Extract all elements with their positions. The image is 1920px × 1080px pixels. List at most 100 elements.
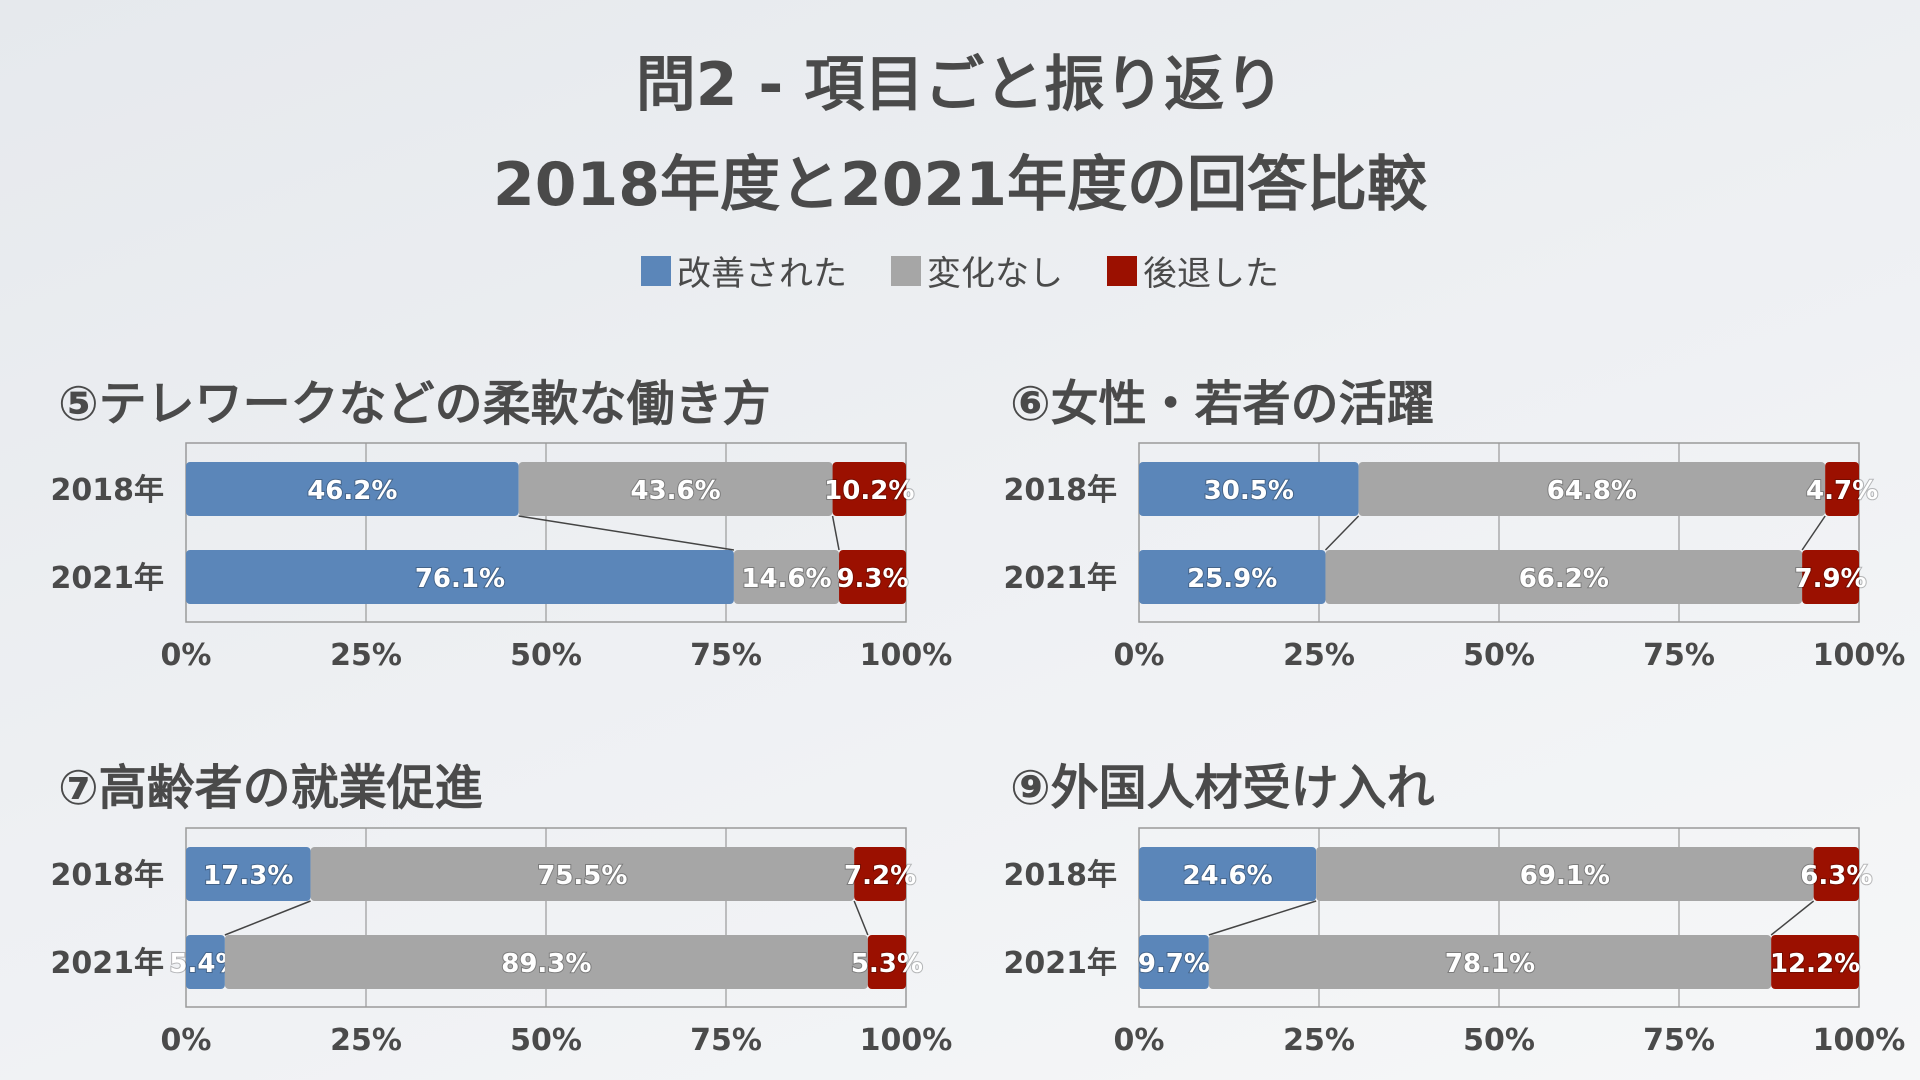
data-label-value: 64.8 (1547, 476, 1611, 506)
bar-segment (186, 462, 519, 516)
data-label: 12.2% (1770, 949, 1860, 979)
bar-segment (854, 847, 906, 901)
data-label-unit: % (1247, 861, 1273, 891)
legend-swatch (641, 255, 671, 286)
data-label-unit: % (371, 476, 397, 506)
data-label-unit: % (806, 564, 832, 594)
bar-segment (1825, 462, 1859, 516)
data-label-value: 89.3 (501, 949, 565, 979)
bar-segment (832, 462, 906, 516)
x-tick-label: 100% (1813, 1023, 1906, 1058)
data-label-unit: % (1509, 949, 1535, 979)
legend: 改善された 変化なし 後退した (0, 246, 1920, 295)
x-tick-label: 25% (1283, 1023, 1355, 1058)
data-label-unit: % (1611, 476, 1637, 506)
slide-subtitle: 2018年度と2021年度の回答比較 (493, 150, 1427, 220)
x-tick-label: 0% (1114, 1023, 1165, 1058)
bar-segment (1139, 550, 1326, 604)
data-label-value: 17.3 (203, 861, 267, 891)
x-tick-label: 100% (1813, 638, 1906, 673)
data-label-value: 4.7 (1806, 476, 1852, 506)
data-label-value: 14.6 (741, 564, 805, 594)
series-connector-line (831, 515, 840, 551)
data-label-unit: % (695, 476, 721, 506)
legend-label: 後退した (1143, 254, 1279, 294)
bar-segment (1139, 462, 1359, 516)
chart-1: 0% 25% 50% 75% 100%2018年 30.5% 64.8% 4.7%2021年 2… (1004, 442, 1906, 673)
data-label-value: 76.1 (415, 564, 479, 594)
x-tick-label: 0% (161, 638, 212, 673)
data-label: 76.1% (415, 564, 505, 594)
bar-segment (224, 935, 868, 989)
data-label-value: 10.2 (824, 476, 888, 506)
series-connector-line (853, 900, 869, 936)
data-label-unit: % (888, 476, 914, 506)
data-label: 9.7% (1138, 949, 1210, 979)
data-label: 64.8% (1547, 476, 1637, 506)
bar-segment (186, 935, 225, 989)
data-label-unit: % (1834, 949, 1860, 979)
bar-segment (186, 550, 734, 604)
series-connector-line (1801, 515, 1826, 551)
data-label-unit: % (1841, 564, 1867, 594)
data-label-unit: % (1251, 564, 1277, 594)
series-connector-line (518, 515, 735, 551)
data-label-unit: % (1852, 476, 1878, 506)
data-label-unit: % (890, 861, 916, 891)
bar-segment (186, 847, 311, 901)
x-tick-label: 75% (1643, 1023, 1715, 1058)
data-label-unit: % (1268, 476, 1294, 506)
data-label: 10.2% (824, 476, 914, 506)
x-tick-label: 75% (690, 638, 762, 673)
bar-segment (1139, 847, 1317, 901)
data-label-value: 12.2 (1770, 949, 1834, 979)
data-label-value: 5.3 (851, 949, 897, 979)
series-connector-line (1324, 515, 1360, 551)
slide-title: 問2 - 項目ごと振り返り (635, 50, 1285, 120)
chart-title-telework: ⑤テレワークなどの柔軟な働き方 (58, 376, 771, 432)
data-label: 25.9% (1187, 564, 1277, 594)
series-connector-line (224, 900, 311, 936)
data-label-value: 7.9 (1794, 564, 1840, 594)
data-label-unit: % (1584, 861, 1610, 891)
data-label: 14.6% (741, 564, 831, 594)
series-connector-line (1770, 900, 1815, 936)
chart-title-women-youth: ⑥女性・若者の活躍 (1010, 376, 1435, 432)
data-label-unit: % (883, 564, 909, 594)
data-label-unit: % (1846, 861, 1872, 891)
bar-segment (1771, 935, 1859, 989)
data-label: 89.3% (501, 949, 591, 979)
data-label-value: 78.1 (1445, 949, 1509, 979)
series-connector-line (1208, 900, 1317, 936)
data-label: 24.6% (1182, 861, 1272, 891)
data-label: 75.5% (537, 861, 627, 891)
legend-label: 改善された (677, 254, 847, 294)
x-tick-label: 25% (330, 1023, 402, 1058)
data-label: 46.2% (307, 476, 397, 506)
x-tick-label: 75% (1643, 638, 1715, 673)
legend-swatch (1107, 255, 1137, 286)
data-label-value: 7.2 (844, 861, 890, 891)
data-label: 6.3% (1800, 861, 1872, 891)
bar-segment (839, 550, 906, 604)
bar-segment (1139, 935, 1209, 989)
category-label: 2018年 (51, 858, 165, 893)
data-label-unit: % (601, 861, 627, 891)
data-label-unit: % (267, 861, 293, 891)
data-label: 69.1% (1520, 861, 1610, 891)
data-label-value: 25.9 (1187, 564, 1251, 594)
x-tick-label: 100% (860, 638, 953, 673)
legend-swatch (891, 255, 921, 286)
category-label: 2018年 (1004, 858, 1118, 893)
data-label: 7.2% (844, 861, 916, 891)
data-label-value: 5.4 (169, 949, 215, 979)
data-label-value: 46.2 (307, 476, 371, 506)
chart-title-elderly: ⑦高齢者の就業促進 (58, 760, 483, 816)
x-tick-label: 0% (161, 1023, 212, 1058)
x-tick-label: 25% (330, 638, 402, 673)
x-tick-label: 50% (1463, 1023, 1535, 1058)
chart-3: 0% 25% 50% 75% 100%2018年 24.6% 69.1% 6.3%2021年 9… (1004, 827, 1906, 1058)
data-label: 9.3% (836, 564, 908, 594)
x-tick-label: 75% (690, 1023, 762, 1058)
